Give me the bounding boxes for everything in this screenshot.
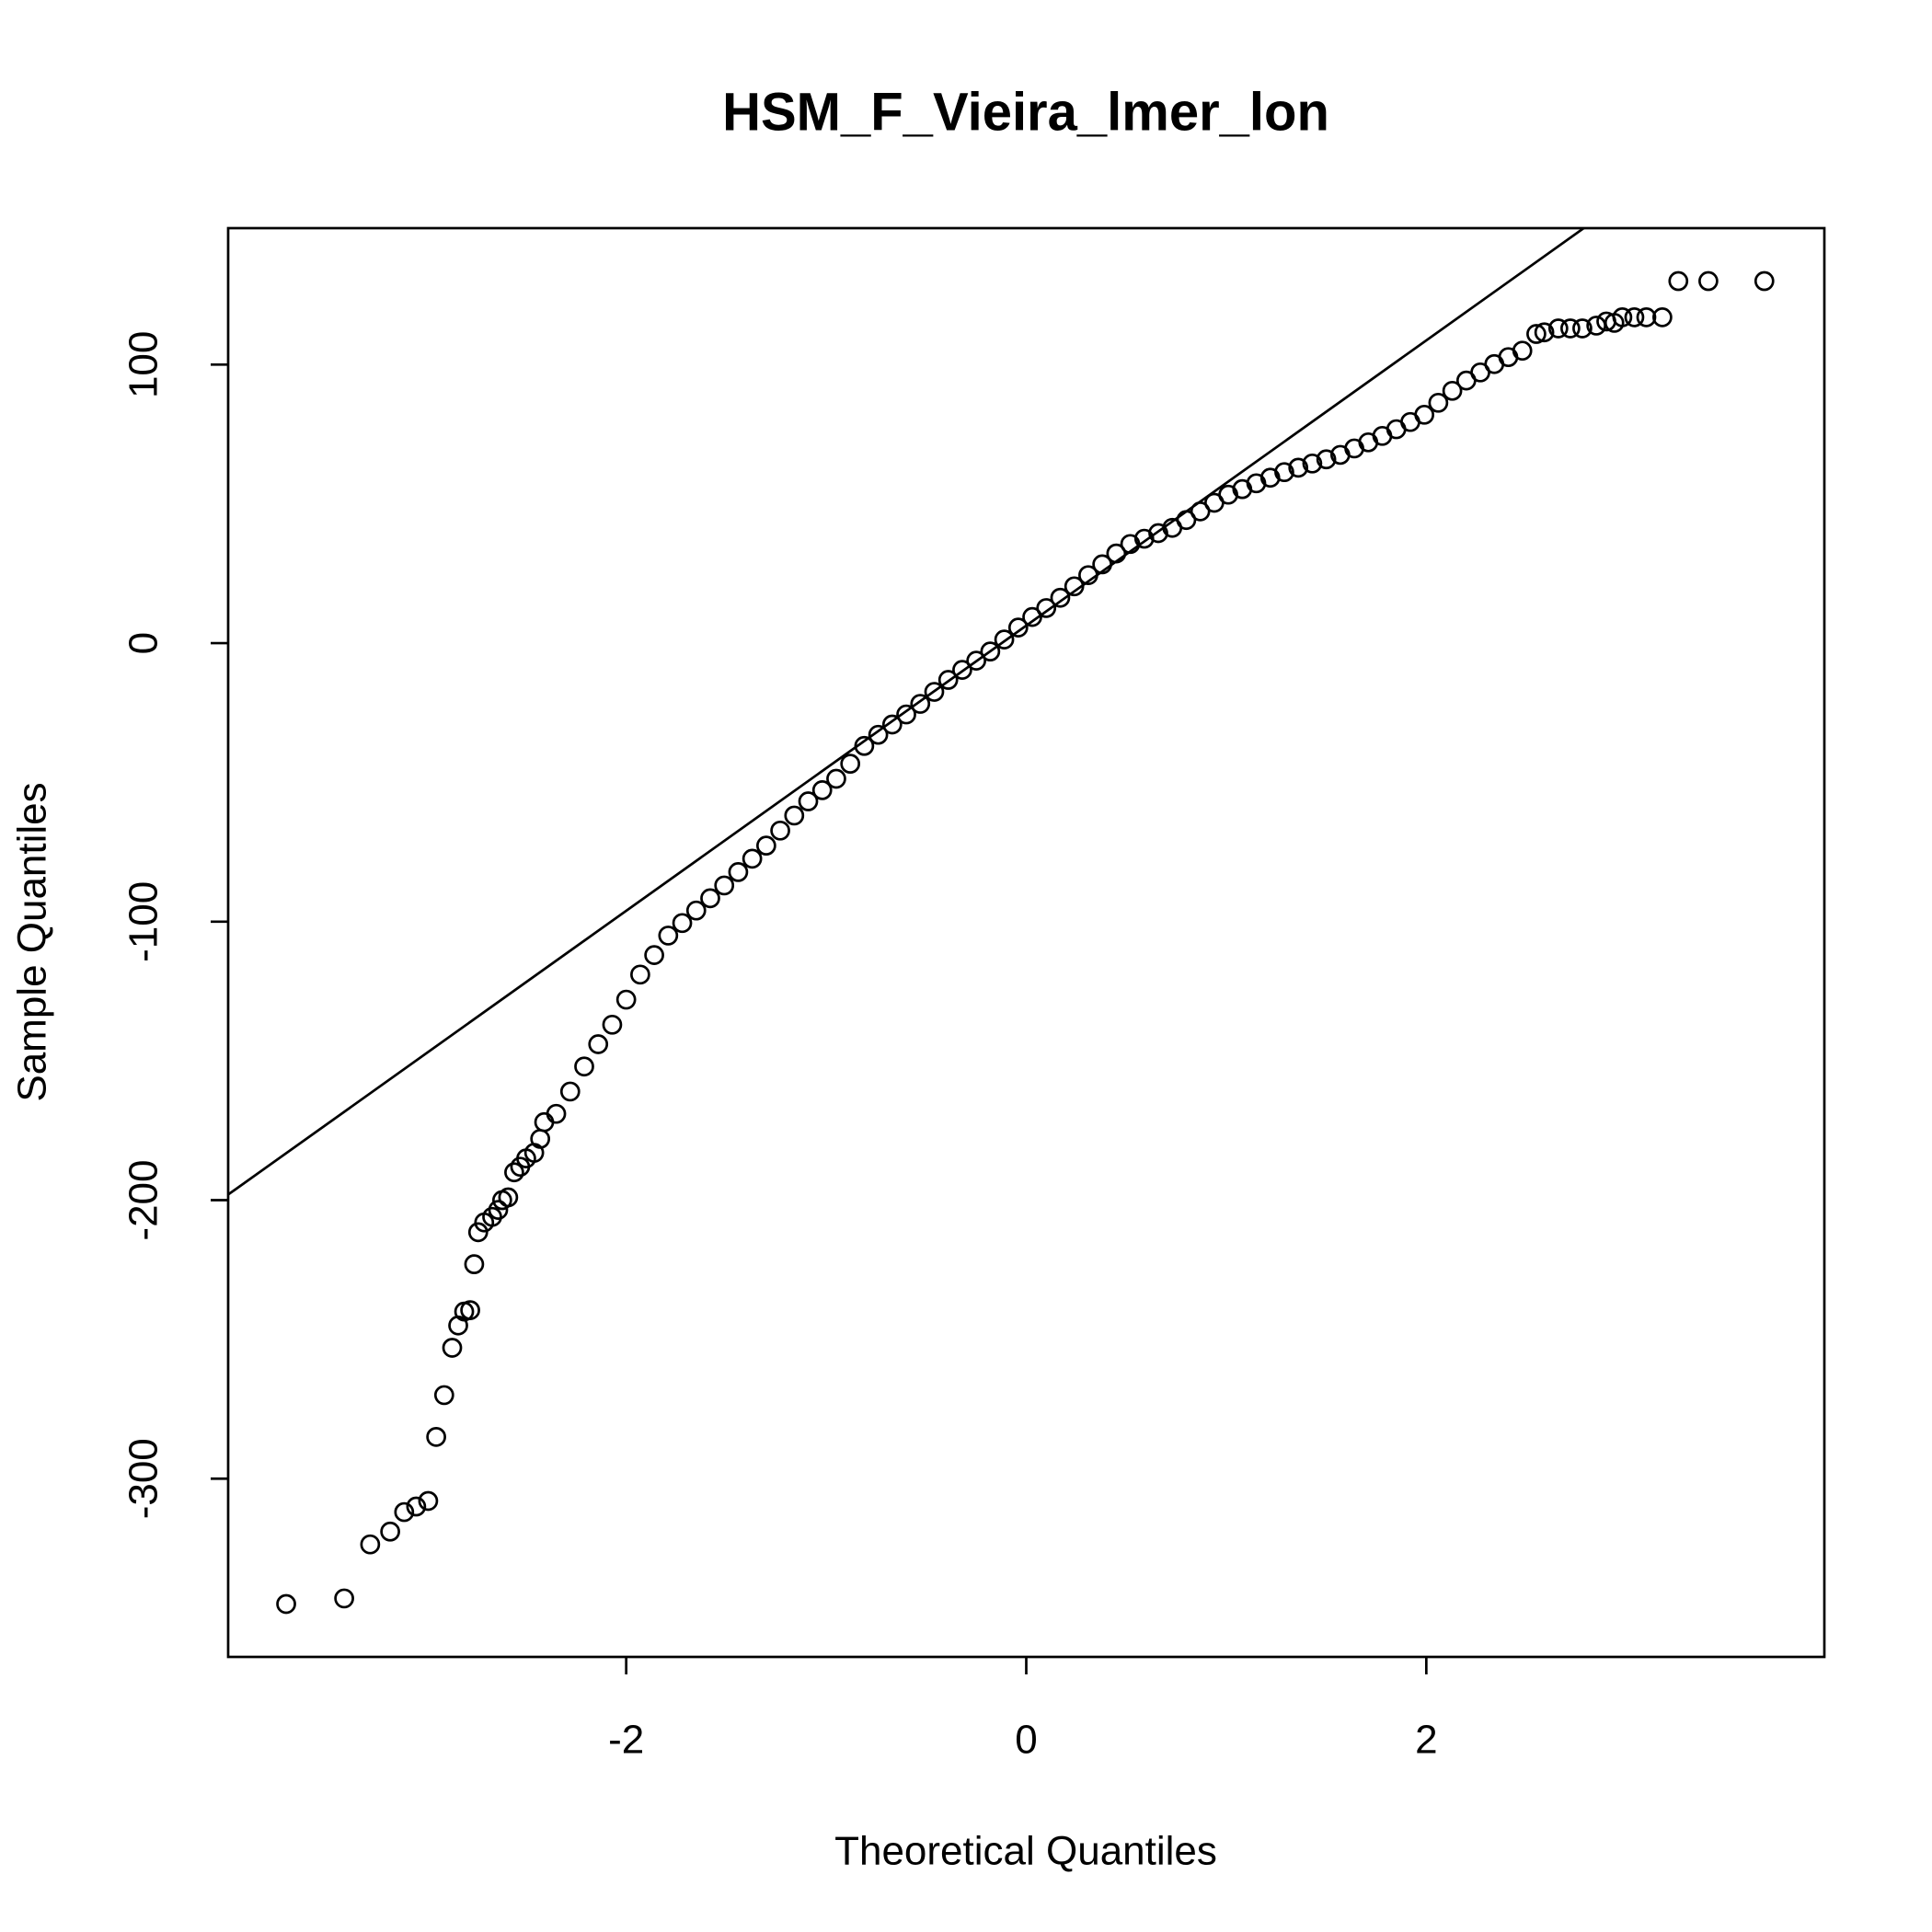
data-point (826, 768, 846, 789)
y-axis-label: Sample Quantiles (10, 782, 55, 1101)
data-point (784, 805, 805, 826)
data-point (881, 714, 903, 735)
chart-title: HSM_F_Vieira_lmer_lon (722, 82, 1329, 142)
data-point (1512, 340, 1533, 362)
data-point (1624, 307, 1645, 328)
data-point (615, 989, 637, 1010)
data-point (574, 1056, 594, 1077)
data-point (460, 1300, 480, 1320)
data-point (1288, 457, 1309, 478)
data-point (700, 888, 720, 909)
y-tick-label: -100 (121, 881, 167, 962)
data-point (966, 650, 986, 671)
data-point (811, 780, 833, 800)
data-point (742, 848, 763, 869)
data-point (644, 945, 664, 965)
data-point (952, 660, 972, 680)
data-point (658, 926, 679, 946)
data-point (1022, 606, 1042, 627)
data-point (588, 1034, 609, 1054)
y-tick-label: 100 (121, 331, 167, 398)
data-point (380, 1521, 400, 1542)
y-tick-label: -200 (121, 1159, 167, 1240)
data-point (1534, 322, 1555, 343)
data-point (1754, 270, 1775, 292)
data-point (1302, 453, 1323, 474)
data-point (685, 900, 707, 921)
data-point (980, 641, 1001, 661)
data-point (442, 1338, 463, 1358)
data-point (672, 913, 693, 934)
data-point (1698, 270, 1719, 292)
data-point (1050, 587, 1071, 608)
x-axis-label: Theoretical Quantiles (834, 1829, 1217, 1874)
data-point (1442, 380, 1463, 401)
data-point (418, 1490, 439, 1512)
data-point (1414, 404, 1435, 425)
data-point (1036, 598, 1057, 618)
data-point (910, 694, 931, 714)
data-point (1148, 523, 1168, 544)
data-point (1547, 318, 1569, 339)
data-point (1176, 510, 1197, 531)
data-point (464, 1254, 485, 1275)
data-point (1560, 318, 1581, 339)
data-point (714, 875, 735, 896)
data-point (994, 629, 1015, 650)
data-point (559, 1081, 581, 1102)
x-tick-label: -2 (608, 1718, 644, 1763)
data-point (1572, 318, 1593, 339)
data-point (276, 1593, 296, 1615)
data-point (498, 1187, 519, 1208)
data-point (1316, 449, 1337, 470)
data-point (937, 670, 959, 690)
data-point (602, 1014, 623, 1035)
data-point (1274, 462, 1294, 483)
data-point (394, 1501, 415, 1523)
x-tick-label: 0 (1015, 1718, 1037, 1763)
data-point (1636, 307, 1657, 328)
data-point (770, 820, 790, 841)
data-point (630, 964, 650, 985)
data-point (467, 1222, 489, 1243)
data-point (1120, 534, 1141, 555)
data-point (1652, 307, 1673, 328)
data-point (1428, 392, 1449, 413)
data-point (756, 835, 776, 857)
data-point (433, 1385, 454, 1406)
data-point (1092, 554, 1112, 575)
data-point (334, 1588, 354, 1609)
data-point (488, 1200, 509, 1220)
data-point (360, 1534, 381, 1555)
data-point (728, 862, 749, 882)
data-point (1190, 501, 1211, 522)
x-tick-label: 2 (1415, 1718, 1437, 1763)
data-point (840, 753, 861, 774)
y-tick-label: -300 (121, 1438, 167, 1519)
data-point (1106, 543, 1127, 564)
data-point (482, 1206, 502, 1227)
data-point (426, 1426, 446, 1447)
data-point (1668, 270, 1689, 292)
data-point (798, 791, 819, 811)
data-point (1007, 617, 1029, 638)
data-point (406, 1496, 427, 1517)
data-point (1064, 576, 1085, 597)
data-point (504, 1162, 524, 1183)
y-tick-label: 0 (121, 632, 167, 654)
data-point (854, 735, 875, 756)
data-point (868, 724, 889, 745)
data-point (896, 704, 916, 725)
data-point (924, 682, 945, 702)
data-point (1612, 307, 1633, 328)
data-point (1078, 565, 1098, 586)
data-point (1526, 324, 1547, 344)
data-point (546, 1103, 567, 1124)
